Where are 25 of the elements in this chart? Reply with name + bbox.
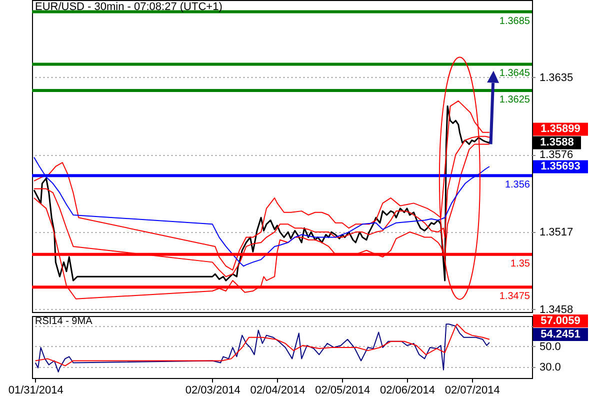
chart-title: RSI14 - 9MA — [35, 316, 93, 327]
ref-line-label: 1.3645 — [499, 68, 530, 80]
y-tick-label: 1.3517 — [540, 226, 574, 239]
x-tick-label: 02/06/2014 — [380, 384, 436, 396]
ref-line-label: 1.3685 — [499, 16, 530, 27]
ref-line-label: 1.3475 — [499, 291, 530, 302]
ref-line-label: 1.35 — [510, 258, 530, 270]
y-tick-label: 1.3576 — [540, 149, 574, 162]
text: 1.35693 — [540, 160, 580, 173]
ref-line-label: 1.356 — [504, 180, 530, 191]
chart-title: EUR/USD - 30min - 07:08:27 (UTC+1) — [35, 1, 222, 13]
text: 1.35899 — [540, 123, 580, 136]
text: 57.0059 — [540, 314, 580, 327]
x-tick-label: 01/31/2014 — [8, 384, 64, 396]
y-tick-label: 1.3458 — [540, 304, 574, 316]
ref-line-label: 1.3625 — [499, 94, 530, 106]
text: 54.2451 — [540, 328, 580, 340]
x-tick-label: 02/04/2014 — [250, 384, 306, 396]
x-tick-label: 02/03/2014 — [185, 384, 240, 396]
y-tick-label: 50.0 — [540, 340, 561, 353]
x-tick-label: 02/05/2014 — [315, 384, 370, 396]
text: 1.3588 — [540, 136, 574, 149]
x-tick-label: 02/07/2014 — [444, 384, 500, 396]
y-tick-label: 30.0 — [540, 361, 561, 374]
y-tick-label: 1.3635 — [540, 72, 574, 84]
